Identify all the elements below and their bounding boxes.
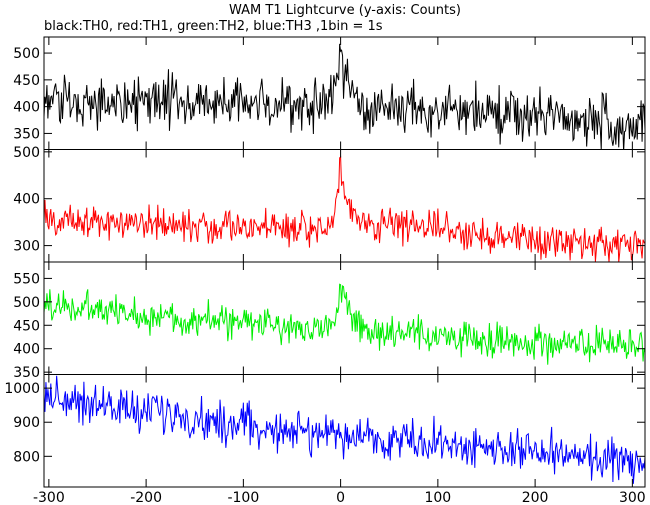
chart-title: WAM T1 Lightcurve (y-axis: Counts) [229, 3, 461, 18]
y-tick-label: 500 [13, 46, 40, 62]
y-tick-label: 400 [13, 342, 40, 358]
series-th0-line [44, 43, 645, 150]
panel-th0: 350 400 450 500 [13, 36, 646, 150]
panel-th2: 350 400 450 500 550 [13, 261, 646, 381]
panel-th1: 300 400 500 [13, 145, 646, 263]
x-tick-label: 0 [336, 490, 345, 505]
x-tick-label: -300 [33, 490, 65, 505]
y-tick-label: 500 [13, 145, 40, 161]
y-tick-label: 300 [13, 239, 40, 255]
panel-th3: 800 900 1000 [4, 374, 646, 488]
y-tick-label: 1000 [4, 381, 40, 397]
y-tick-label: 450 [13, 73, 40, 89]
y-tick-label: 450 [13, 318, 40, 334]
x-tick-label: -100 [227, 490, 259, 505]
chart-panels: 350 400 450 500 300 400 500 350 400 450 500 550 800 9… [4, 36, 646, 488]
y-tick-label: 800 [13, 449, 40, 465]
y-tick-label: 900 [13, 415, 40, 431]
y-tick-label: 400 [13, 192, 40, 208]
panel-frame [43, 374, 646, 488]
y-tick-label: 400 [13, 100, 40, 116]
y-tick-label: 500 [13, 295, 40, 311]
x-tick-label: 200 [522, 490, 549, 505]
x-tick-label: 300 [619, 490, 646, 505]
x-tick-label: 100 [424, 490, 451, 505]
series-th2-line [44, 283, 645, 365]
panel-frame [43, 261, 646, 375]
series-th1-line [44, 155, 645, 262]
x-tick-label: -200 [130, 490, 162, 505]
y-tick-label: 350 [13, 365, 40, 381]
y-tick-label: 550 [13, 271, 40, 287]
series-th3-line [44, 375, 645, 484]
x-axis: -300 -200 -100 0 100 200 300 [33, 490, 646, 505]
y-tick-label: 350 [13, 126, 40, 142]
chart-subtitle: black:TH0, red:TH1, green:TH2, blue:TH3 … [44, 19, 383, 34]
